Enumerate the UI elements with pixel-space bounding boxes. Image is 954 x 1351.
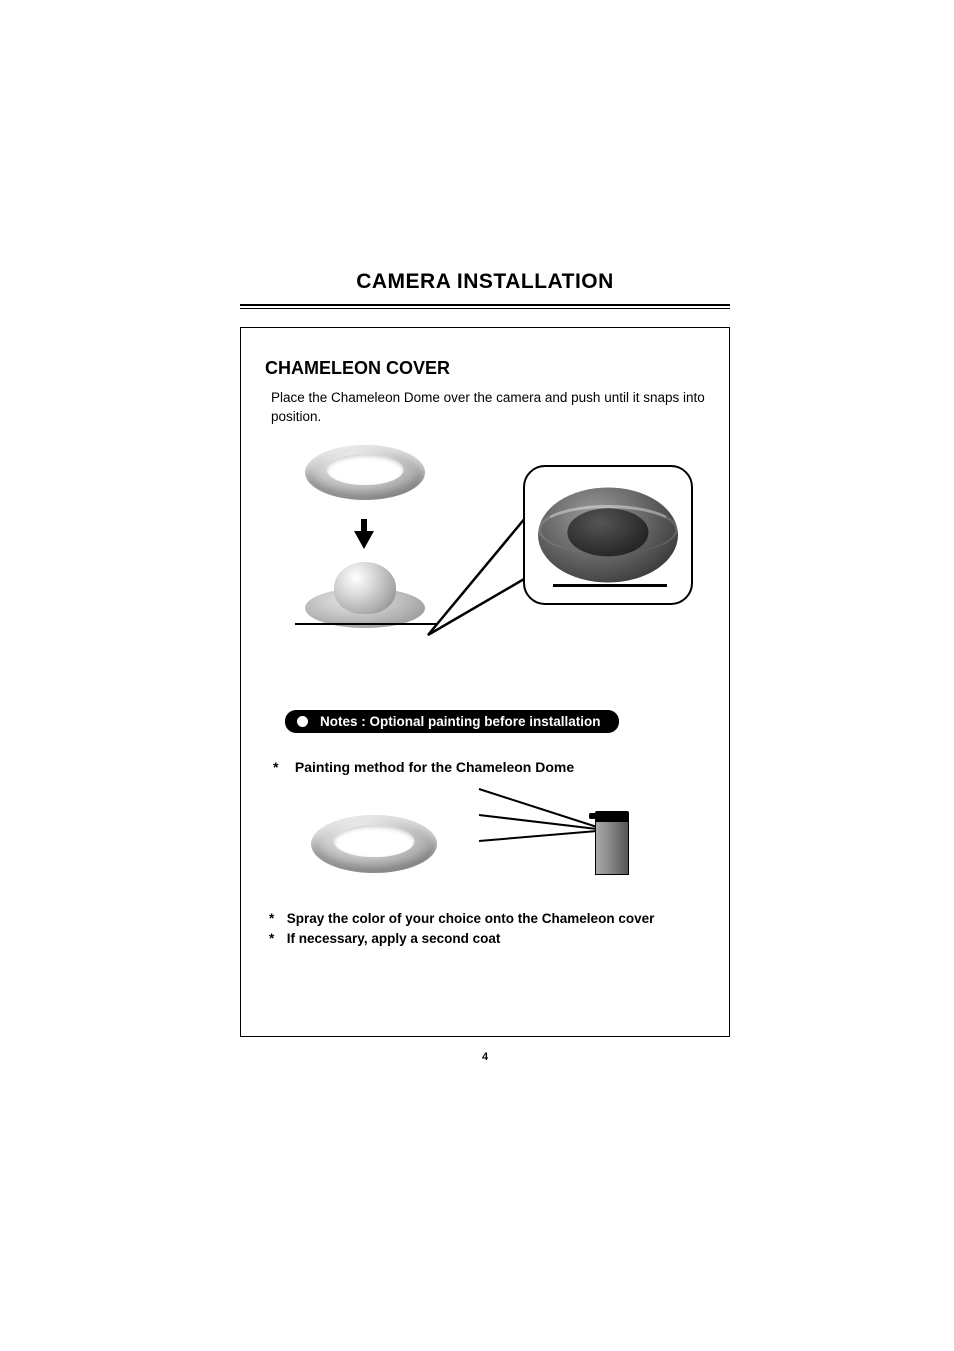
bullet-icon (297, 716, 308, 727)
page-number: 4 (240, 1051, 730, 1063)
down-arrow-head-icon (354, 531, 374, 549)
page-title: CAMERA INSTALLATION (240, 270, 730, 294)
closeup-ridge-icon (538, 505, 677, 554)
paint-ring-icon (311, 815, 437, 873)
document-page: CAMERA INSTALLATION CHAMELEON COVER Plac… (240, 270, 730, 1063)
asterisk-icon: * (269, 909, 283, 929)
painting-method-line: * Painting method for the Chameleon Dome (265, 759, 705, 775)
section-heading: CHAMELEON COVER (265, 358, 705, 379)
spray-can-icon (595, 811, 635, 891)
title-underline (240, 304, 730, 309)
spray-can-cap-icon (595, 811, 629, 821)
chameleon-ring-icon (305, 445, 425, 500)
notes-text: Notes : Optional painting before install… (320, 714, 601, 729)
spray-can-body-icon (595, 821, 629, 875)
dome-sphere-icon (334, 562, 396, 614)
bullet-row: * Spray the color of your choice onto th… (269, 909, 705, 929)
notes-row: Notes : Optional painting before install… (265, 710, 705, 733)
asterisk-icon: * (273, 759, 291, 775)
bullet-text: If necessary, apply a second coat (287, 931, 501, 946)
section-description: Place the Chameleon Dome over the camera… (265, 389, 705, 427)
painting-diagram (265, 785, 705, 895)
painting-bullets: * Spray the color of your choice onto th… (265, 909, 705, 950)
camera-dome-icon (305, 563, 425, 628)
asterisk-icon: * (269, 929, 283, 949)
closeup-callout (523, 465, 693, 605)
spray-lines-icon (477, 785, 607, 855)
notes-pill: Notes : Optional painting before install… (285, 710, 619, 733)
bullet-row: * If necessary, apply a second coat (269, 929, 705, 949)
closeup-baseline-icon (553, 584, 667, 587)
bullet-text: Spray the color of your choice onto the … (287, 911, 655, 926)
assembly-diagram (265, 445, 705, 690)
content-panel: CHAMELEON COVER Place the Chameleon Dome… (240, 327, 730, 1037)
painting-method-text: Painting method for the Chameleon Dome (295, 759, 574, 775)
